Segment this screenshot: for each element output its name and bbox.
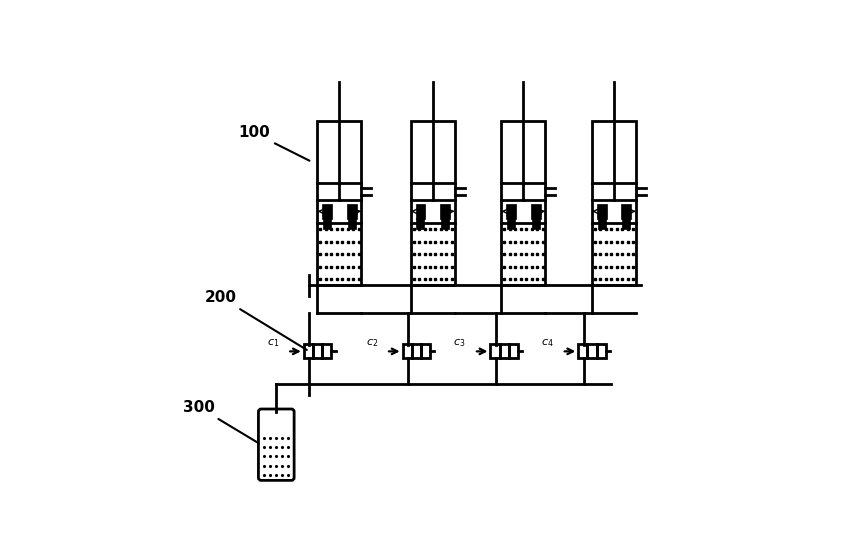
Text: 300: 300 [183, 400, 259, 443]
Bar [421, 345, 430, 358]
Bar [322, 345, 331, 358]
Bar [415, 204, 426, 219]
Bar [509, 345, 518, 358]
Bar [597, 345, 605, 358]
Bar [490, 345, 500, 358]
Bar [347, 204, 357, 219]
Bar [313, 345, 322, 358]
Bar [402, 345, 412, 358]
Bar [506, 204, 516, 219]
Bar [322, 204, 332, 219]
Bar [441, 218, 449, 228]
Bar [347, 218, 356, 228]
Bar [578, 345, 587, 358]
Bar [597, 204, 606, 219]
Bar [440, 204, 450, 219]
Bar [531, 218, 539, 228]
Text: $c_3$: $c_3$ [453, 337, 465, 349]
Bar [623, 218, 630, 228]
Bar [500, 345, 509, 358]
Bar [304, 345, 313, 358]
Bar [621, 204, 631, 219]
Text: $c_2$: $c_2$ [366, 337, 378, 349]
Text: $c_1$: $c_1$ [267, 337, 279, 349]
Bar [507, 218, 515, 228]
Bar [412, 345, 421, 358]
Text: $c_4$: $c_4$ [541, 337, 554, 349]
Bar [531, 204, 541, 219]
Bar [323, 218, 331, 228]
Text: 100: 100 [238, 125, 310, 161]
Text: 200: 200 [205, 290, 307, 350]
Bar [416, 218, 424, 228]
Bar [587, 345, 597, 358]
Bar [598, 218, 605, 228]
